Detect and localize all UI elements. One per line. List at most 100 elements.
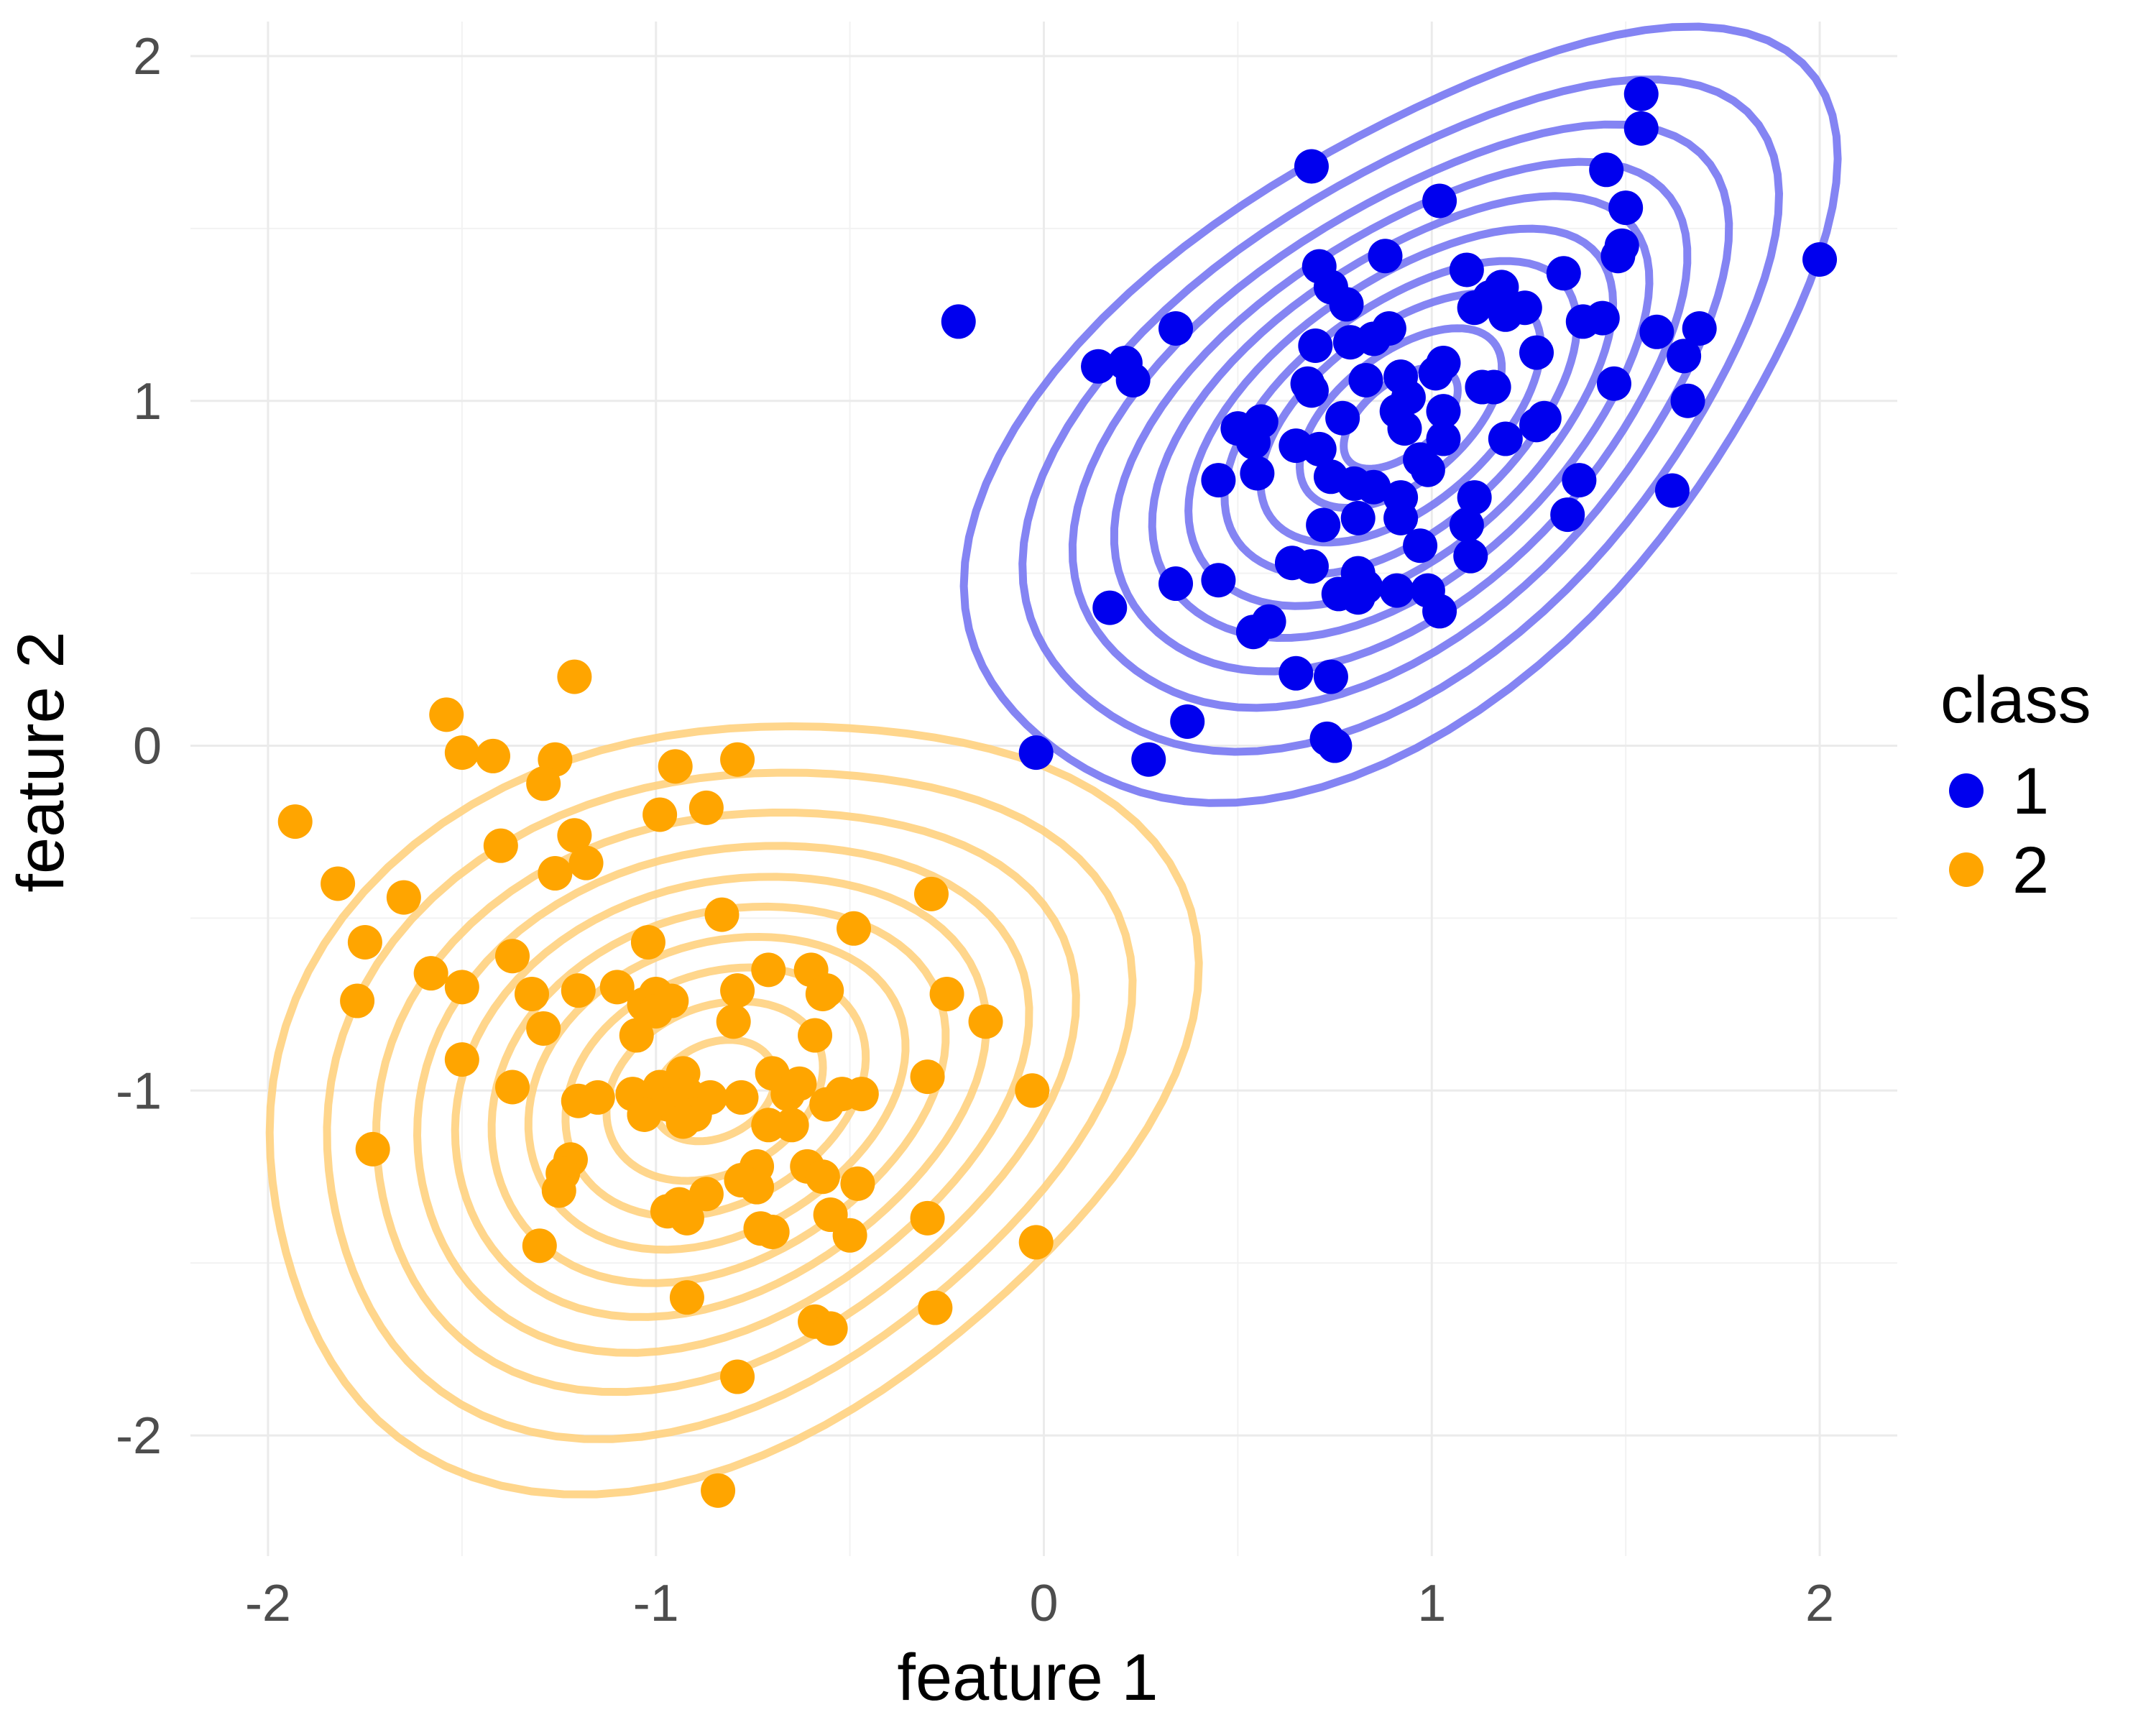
point-class-2-76 (840, 1166, 875, 1201)
data-points (277, 76, 1838, 1508)
point-class-2-38 (638, 993, 673, 1029)
point-class-1-96 (1018, 735, 1054, 770)
legend-swatch-1 (1949, 773, 1984, 808)
point-class-2-80 (740, 1169, 775, 1205)
point-class-2-21 (630, 925, 665, 960)
point-class-2-10 (642, 797, 678, 832)
point-class-1-28 (1332, 325, 1368, 360)
point-class-2-48 (910, 1059, 945, 1095)
contour-class-2-2 (561, 963, 870, 1221)
point-class-1-76 (1453, 538, 1488, 574)
point-class-1-0 (1623, 76, 1659, 111)
point-class-1-71 (1340, 500, 1376, 535)
point-class-1-19 (1488, 297, 1523, 332)
y-tick-label-3: 1 (133, 373, 162, 431)
legend: class 1 2 (1940, 663, 2091, 907)
point-class-2-13 (568, 845, 604, 880)
point-class-1-78 (1294, 549, 1329, 584)
point-class-2-90 (669, 1280, 704, 1315)
point-class-2-49 (1015, 1073, 1050, 1108)
legend-label-2: 2 (2012, 834, 2049, 907)
point-class-1-25 (1682, 311, 1717, 346)
legend-label-1: 1 (2012, 755, 2049, 828)
point-class-1-48 (1325, 400, 1360, 436)
point-class-2-95 (701, 1473, 736, 1508)
legend-title: class (1940, 663, 2091, 737)
point-class-1-70 (1550, 497, 1585, 533)
point-class-1-90 (1235, 615, 1271, 650)
point-class-2-60 (809, 1087, 844, 1122)
point-class-1-23 (1158, 311, 1194, 346)
point-class-1-26 (1639, 314, 1674, 349)
point-class-1-8 (1368, 239, 1403, 274)
point-class-1-12 (1546, 256, 1581, 291)
point-class-1-51 (1519, 408, 1554, 443)
contour-class-2-9 (265, 722, 1203, 1499)
point-class-2-41 (968, 1004, 1003, 1039)
contour-class-1-6 (1110, 157, 1692, 676)
x-tick-label-1: -1 (633, 1575, 679, 1632)
point-class-2-31 (805, 976, 840, 1011)
point-class-2-8 (277, 804, 313, 840)
point-class-2-7 (526, 766, 561, 801)
point-class-2-17 (386, 880, 421, 915)
point-class-2-81 (541, 1173, 576, 1208)
point-class-2-5 (720, 742, 755, 777)
point-class-1-36 (1115, 362, 1151, 397)
point-class-1-74 (1449, 507, 1484, 543)
x-tick-label-3: 1 (1417, 1575, 1446, 1632)
point-class-2-29 (720, 973, 755, 1008)
point-class-2-1 (429, 697, 464, 732)
contour-class-2-8 (323, 768, 1137, 1443)
point-class-2-58 (844, 1077, 879, 1112)
contour-class-1-9 (959, 22, 1842, 807)
x-tick-label-2: 0 (1029, 1575, 1058, 1632)
point-class-1-64 (1201, 463, 1236, 498)
contour-class-1-4 (1184, 224, 1618, 610)
point-class-2-66 (774, 1108, 809, 1143)
contour-class-1-8 (1018, 75, 1784, 756)
point-class-2-43 (798, 1018, 833, 1053)
point-class-2-91 (918, 1290, 953, 1325)
point-class-1-81 (1158, 566, 1194, 602)
point-class-2-78 (688, 1177, 724, 1212)
point-class-1-1 (1623, 111, 1659, 146)
point-class-2-9 (688, 790, 724, 825)
point-class-2-89 (1018, 1225, 1054, 1260)
point-class-2-67 (665, 1104, 701, 1139)
point-class-1-16 (1329, 287, 1364, 322)
point-class-1-17 (1457, 290, 1492, 326)
point-class-1-40 (1596, 366, 1631, 401)
point-class-1-42 (1476, 369, 1511, 405)
point-class-2-6 (658, 749, 693, 784)
point-class-1-83 (1379, 573, 1414, 608)
point-class-2-69 (355, 1131, 390, 1167)
point-class-1-91 (1279, 656, 1314, 691)
point-class-1-31 (1667, 339, 1702, 374)
point-class-2-74 (805, 1159, 840, 1195)
point-class-2-22 (495, 939, 530, 974)
point-class-1-29 (1298, 328, 1333, 363)
point-class-2-16 (913, 876, 949, 911)
point-class-2-23 (751, 952, 786, 988)
point-class-1-45 (1670, 383, 1705, 418)
point-class-1-60 (1410, 452, 1445, 487)
x-tick-label-0: -2 (245, 1575, 291, 1632)
x-tick-label-4: 2 (1805, 1575, 1834, 1632)
point-class-2-59 (782, 1066, 817, 1101)
point-class-2-27 (561, 973, 596, 1008)
point-class-2-15 (321, 866, 356, 901)
point-class-1-58 (1302, 431, 1337, 466)
point-class-1-46 (1426, 394, 1461, 429)
point-class-2-83 (910, 1200, 945, 1236)
point-class-1-73 (1306, 507, 1341, 543)
contour-class-1-7 (1068, 120, 1733, 712)
point-class-2-32 (929, 976, 964, 1011)
point-class-2-88 (522, 1228, 557, 1264)
legend-swatch-2 (1949, 852, 1984, 887)
point-class-2-11 (557, 818, 592, 853)
point-class-1-72 (1383, 500, 1419, 535)
point-class-1-33 (1081, 349, 1116, 384)
point-class-2-87 (755, 1215, 790, 1250)
